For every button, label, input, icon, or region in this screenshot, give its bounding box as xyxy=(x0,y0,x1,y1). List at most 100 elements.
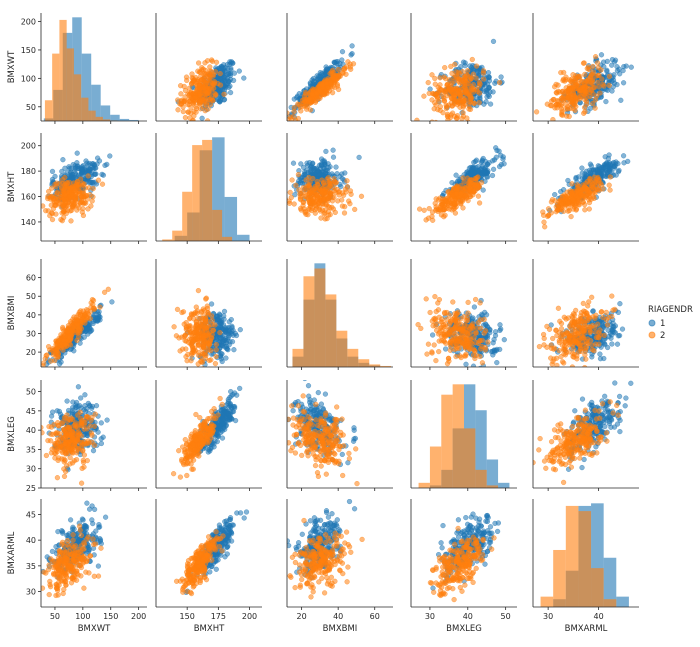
point-2 xyxy=(569,79,575,85)
point-2 xyxy=(451,93,457,100)
point-2 xyxy=(592,187,598,193)
point-1 xyxy=(342,170,348,176)
point-2 xyxy=(441,95,447,101)
point-2 xyxy=(463,195,470,201)
point-2 xyxy=(327,212,333,218)
point-2 xyxy=(291,201,297,207)
point-2 xyxy=(573,95,579,101)
point-2 xyxy=(445,117,451,121)
point-2 xyxy=(61,214,67,221)
point-2 xyxy=(449,80,455,87)
point-1 xyxy=(489,172,496,179)
point-2 xyxy=(442,89,448,95)
point-2 xyxy=(183,346,189,352)
point-2 xyxy=(435,84,441,90)
point-2 xyxy=(446,77,453,83)
point-2 xyxy=(190,101,197,107)
point-1 xyxy=(219,339,226,345)
point-2 xyxy=(201,85,207,91)
hist-bar-1-5 xyxy=(237,234,250,241)
point-2 xyxy=(217,329,223,336)
point-2 xyxy=(185,109,192,115)
point-2 xyxy=(79,190,85,197)
point-2 xyxy=(329,198,336,204)
point-2 xyxy=(302,209,308,216)
point-2 xyxy=(480,70,486,76)
point-2 xyxy=(65,328,71,335)
point-2 xyxy=(558,95,564,102)
point-2 xyxy=(446,86,453,92)
point-2 xyxy=(297,196,304,203)
point-2 xyxy=(296,187,302,193)
point-2 xyxy=(318,189,324,195)
point-1 xyxy=(498,74,504,80)
plot-area xyxy=(533,52,634,121)
point-1 xyxy=(349,43,355,49)
point-1 xyxy=(49,168,56,175)
point-1 xyxy=(74,150,80,156)
hist-bar-2-6 xyxy=(358,359,370,367)
point-2 xyxy=(189,342,195,348)
point-2 xyxy=(455,369,460,374)
point-2 xyxy=(593,73,599,79)
point-2 xyxy=(204,80,210,86)
point-2 xyxy=(478,346,484,352)
point-2 xyxy=(301,93,308,99)
point-2 xyxy=(177,83,184,89)
point-2 xyxy=(195,287,202,294)
point-1 xyxy=(236,68,242,74)
point-2 xyxy=(190,369,195,374)
point-1 xyxy=(109,299,115,305)
point-1 xyxy=(226,79,232,85)
point-2 xyxy=(429,209,436,215)
panel-BMXBMI-vs-BMXBMI xyxy=(286,259,393,370)
point-2 xyxy=(541,219,547,225)
point-1 xyxy=(463,361,469,367)
point-2 xyxy=(595,79,601,86)
point-2 xyxy=(313,205,319,211)
point-2 xyxy=(217,70,223,77)
point-1 xyxy=(107,153,113,159)
point-1 xyxy=(230,60,236,66)
point-2 xyxy=(191,77,197,84)
point-1 xyxy=(621,160,627,166)
point-2 xyxy=(202,349,209,355)
point-2 xyxy=(295,115,301,121)
point-2 xyxy=(463,72,470,78)
hist-bar-2-0 xyxy=(292,348,304,367)
point-2 xyxy=(80,212,87,219)
point-1 xyxy=(616,66,622,72)
point-1 xyxy=(86,167,92,173)
hist-bar-2-1 xyxy=(52,53,60,121)
point-1 xyxy=(579,165,585,171)
point-2 xyxy=(533,109,540,115)
point-2 xyxy=(460,97,466,104)
point-2 xyxy=(485,339,491,345)
point-1 xyxy=(215,96,222,102)
point-2 xyxy=(465,310,471,316)
point-2 xyxy=(307,107,314,113)
point-2 xyxy=(425,79,431,86)
point-1 xyxy=(617,301,623,307)
point-2 xyxy=(332,180,339,186)
point-2 xyxy=(307,179,313,185)
point-2 xyxy=(90,185,96,192)
point-2 xyxy=(213,353,219,360)
point-2 xyxy=(325,195,331,201)
point-1 xyxy=(333,164,339,170)
point-2 xyxy=(327,204,333,211)
point-2 xyxy=(558,69,564,76)
point-2 xyxy=(198,309,204,315)
point-2 xyxy=(318,215,324,221)
point-2 xyxy=(582,71,588,78)
point-1 xyxy=(334,171,340,177)
point-2 xyxy=(213,91,219,98)
point-2 xyxy=(190,337,196,343)
point-2 xyxy=(54,180,60,186)
point-1 xyxy=(468,170,474,177)
point-2 xyxy=(424,351,430,357)
point-2 xyxy=(433,320,439,326)
point-1 xyxy=(230,77,237,84)
